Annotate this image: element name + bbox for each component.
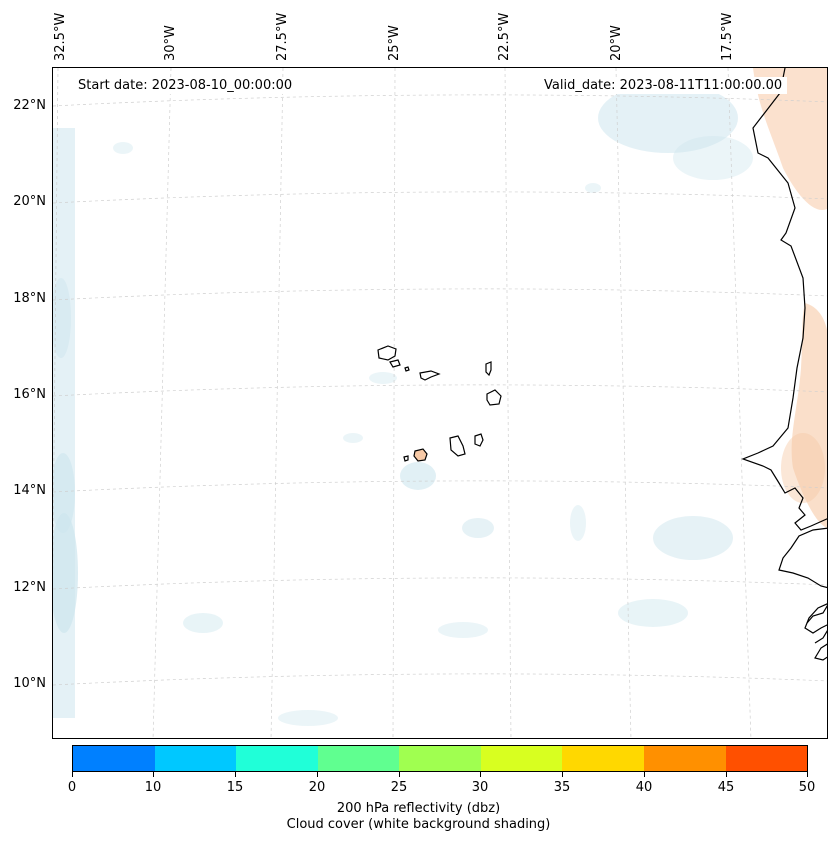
valid-date-label: Valid_date: 2023-08-11T11:00:00.00 — [539, 77, 788, 94]
lon-label-27-5w: 27.5°W — [275, 12, 290, 61]
colorbar-segment-45-50 — [725, 746, 808, 771]
colorbar-segment-10-15 — [154, 746, 237, 771]
cloud-patch-mid-2 — [570, 505, 586, 541]
lon-label-32-5w: 32.5°W — [53, 12, 68, 61]
colorbar-segment-20-25 — [317, 746, 400, 771]
lat-label-14n: 14°N — [13, 483, 46, 498]
colorbar-title: 200 hPa reflectivity (dbz) — [336, 801, 501, 816]
colorbar-tick-20 — [317, 772, 318, 777]
cloud-patch-mid-4 — [343, 433, 363, 443]
colorbar-label-45: 45 — [717, 780, 735, 795]
island-brava — [403, 455, 409, 462]
colorbar-tick-35 — [562, 772, 563, 777]
colorbar-label-10: 10 — [144, 780, 162, 795]
cloud-patch-west-mid — [53, 453, 75, 533]
cloud-patch-cape-verde — [400, 462, 436, 490]
africa-coastline-south — [806, 605, 827, 661]
island-santa-luzia — [404, 366, 410, 372]
lon-label-17-5w: 17.5°W — [720, 12, 735, 61]
lat-label-22n: 22°N — [13, 98, 46, 113]
island-sao-nicolau — [419, 370, 441, 381]
cloud-patch-south-2 — [278, 710, 338, 726]
colorbar-tick-45 — [726, 772, 727, 777]
colorbar-tick-40 — [644, 772, 645, 777]
island-sal — [485, 361, 492, 377]
lat-label-12n: 12°N — [13, 580, 46, 595]
cloud-patch-mid-3 — [113, 142, 133, 154]
colorbar — [72, 745, 808, 772]
colorbar-tick-15 — [235, 772, 236, 777]
cloud-patch-east-south — [653, 516, 733, 560]
colorbar-tick-25 — [399, 772, 400, 777]
island-boa-vista — [486, 389, 502, 406]
colorbar-tick-50 — [807, 772, 808, 777]
reflectivity-patch-coast — [781, 433, 825, 503]
lon-label-30w: 30°W — [163, 25, 178, 61]
reflectivity-shading — [753, 68, 827, 528]
cloud-patch-center-south — [462, 518, 494, 538]
colorbar-segment-25-30 — [399, 746, 481, 771]
cape-verde-islands — [377, 345, 502, 462]
colorbar-label-30: 30 — [471, 780, 489, 795]
island-santiago — [449, 435, 466, 457]
colorbar-label-40: 40 — [635, 780, 653, 795]
map-frame — [52, 67, 828, 739]
start-date-label: Start date: 2023-08-10_00:00:00 — [73, 77, 298, 94]
lat-label-20n: 20°N — [13, 194, 46, 209]
cloud-patch-west-south — [53, 513, 78, 633]
cloud-patch-west-north — [53, 278, 71, 358]
lat-label-10n: 10°N — [13, 676, 46, 691]
map-canvas — [53, 68, 827, 738]
island-maio — [474, 433, 484, 447]
colorbar-label-25: 25 — [390, 780, 408, 795]
lon-label-20w: 20°W — [609, 25, 624, 61]
colorbar-subtitle: Cloud cover (white background shading) — [286, 817, 551, 832]
lat-label-18n: 18°N — [13, 291, 46, 306]
cloud-patch-south-1 — [183, 613, 223, 633]
colorbar-label-0: 0 — [67, 780, 77, 795]
colorbar-label-50: 50 — [798, 780, 816, 795]
lon-label-22-5w: 22.5°W — [497, 12, 512, 61]
colorbar-tick-30 — [480, 772, 481, 777]
cloud-patch-northeast — [673, 136, 753, 180]
island-sao-vicente — [389, 359, 401, 368]
island-fogo — [413, 448, 428, 462]
colorbar-tick-10 — [153, 772, 154, 777]
colorbar-label-35: 35 — [553, 780, 571, 795]
cloud-patch-mid-5 — [585, 183, 601, 193]
reflectivity-patch-senegal — [791, 303, 827, 528]
cloud-patch-mid-1 — [369, 372, 397, 384]
colorbar-segment-35-40 — [562, 746, 644, 771]
colorbar-label-15: 15 — [226, 780, 244, 795]
cloud-patch-south-3 — [438, 622, 488, 638]
colorbar-segment-0-10 — [73, 746, 155, 771]
cloud-shading — [53, 83, 753, 726]
lat-label-16n: 16°N — [13, 387, 46, 402]
africa-coastline — [741, 68, 827, 634]
colorbar-segment-15-20 — [236, 746, 318, 771]
colorbar-label-20: 20 — [308, 780, 326, 795]
colorbar-tick-0 — [72, 772, 73, 777]
colorbar-segment-40-45 — [643, 746, 726, 771]
cloud-patch-southeast — [618, 599, 688, 627]
lon-label-25w: 25°W — [387, 25, 402, 61]
colorbar-segment-30-35 — [480, 746, 563, 771]
island-santo-antao — [377, 345, 397, 361]
cloud-patch-north — [598, 83, 738, 153]
gridlines — [53, 68, 827, 738]
